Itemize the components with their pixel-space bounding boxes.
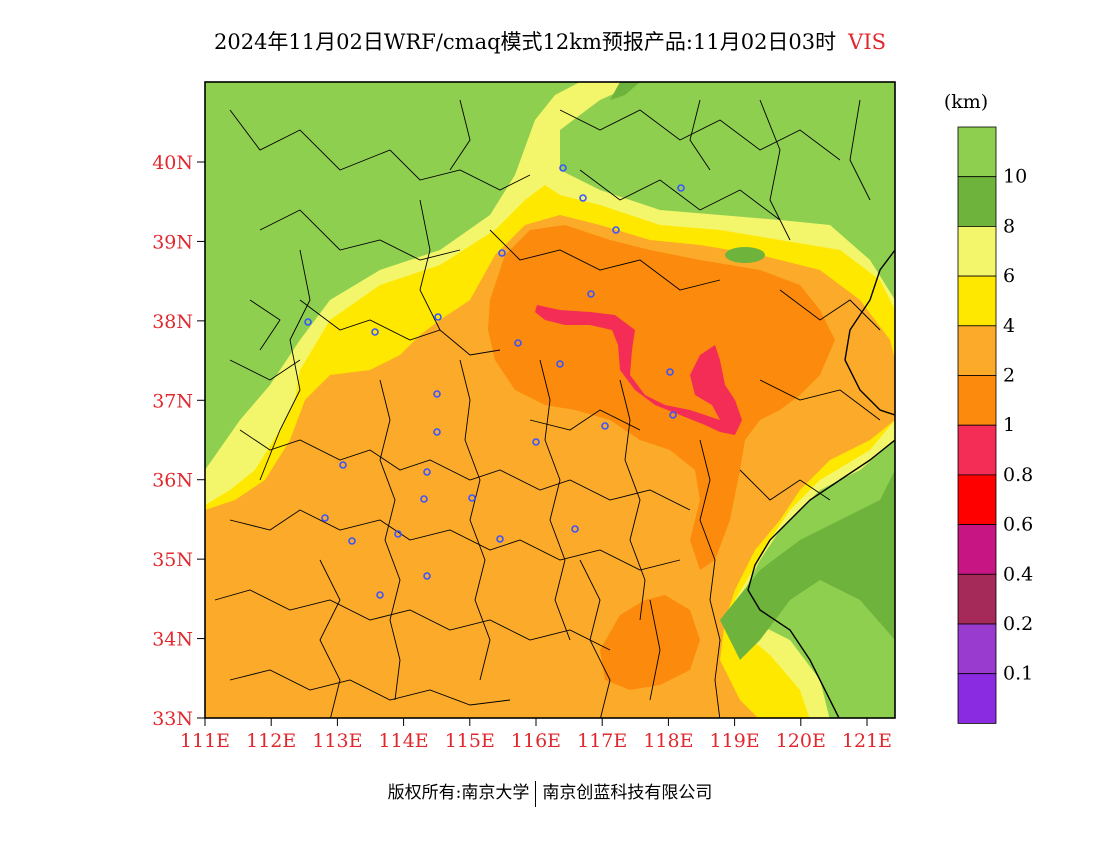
legend-label: 6 xyxy=(1003,265,1015,287)
map-title: 2024年11月02日WRF/cmaq模式12km预报产品:11月02日03时 V… xyxy=(0,26,1100,56)
company-text: 南京创蓝科技有限公司 xyxy=(542,783,713,803)
legend-swatch xyxy=(957,176,997,227)
lon-tick-label: 113E xyxy=(312,730,362,752)
legend-label: 0.8 xyxy=(1003,464,1033,486)
lon-tick-label: 114E xyxy=(379,730,429,752)
lat-tick-label: 40N xyxy=(152,152,193,174)
region-vis-0.8-1 xyxy=(535,305,742,435)
lat-tick-label: 33N xyxy=(152,708,193,730)
legend-colorbar xyxy=(957,126,997,724)
footer: 版权所有:南京大学 南京创蓝科技有限公司 xyxy=(0,778,1100,807)
legend-swatch xyxy=(957,673,997,724)
legend-swatch xyxy=(957,474,997,525)
lon-tick-label: 119E xyxy=(710,730,760,752)
city-markers xyxy=(304,164,685,599)
lon-tick-label: 120E xyxy=(776,730,826,752)
lon-tick-label: 117E xyxy=(577,730,627,752)
lon-tick-label: 115E xyxy=(445,730,495,752)
footer-separator xyxy=(535,780,537,807)
legend-label: 0.1 xyxy=(1003,663,1033,685)
lon-tick-label: 118E xyxy=(643,730,693,752)
legend-swatch xyxy=(957,623,997,675)
legend-swatch xyxy=(957,573,997,625)
legend-label: 0.4 xyxy=(1003,563,1033,585)
legend-swatch xyxy=(957,524,997,575)
lon-tick-label: 116E xyxy=(511,730,561,752)
legend-label: 8 xyxy=(1003,215,1015,237)
lon-tick-label: 112E xyxy=(246,730,296,752)
title-text: 2024年11月02日WRF/cmaq模式12km预报产品:11月02日03时 xyxy=(213,30,837,54)
legend-swatch xyxy=(957,424,997,476)
lat-tick-label: 34N xyxy=(152,629,193,651)
province-county-boundaries xyxy=(214,99,881,718)
legend-swatch xyxy=(957,225,997,277)
legend-swatch xyxy=(957,375,997,426)
latitude-axis: 40N 39N 38N 37N 36N 35N 34N 33N xyxy=(152,152,205,730)
legend-swatch xyxy=(957,325,997,376)
region-vis-8-10-north xyxy=(610,82,640,100)
lat-tick-label: 36N xyxy=(152,470,193,492)
legend-label: 1 xyxy=(1003,414,1015,436)
lon-tick-label: 111E xyxy=(180,730,230,752)
lon-tick-label: 121E xyxy=(842,730,892,752)
legend-swatch xyxy=(957,275,997,327)
legend-label: 2 xyxy=(1003,365,1015,387)
copyright-text: 版权所有:南京大学 xyxy=(387,783,530,803)
legend-label: 10 xyxy=(1003,166,1027,188)
lat-tick-label: 35N xyxy=(152,549,193,571)
visibility-field xyxy=(205,82,895,718)
legend-unit: (km) xyxy=(944,91,988,113)
legend-label: 0.2 xyxy=(1003,613,1033,635)
title-variable: VIS xyxy=(848,30,887,54)
legend-label: 4 xyxy=(1003,315,1015,337)
legend-labels: 10 8 6 4 2 1 0.8 0.6 0.4 0.2 0.1 xyxy=(1003,166,1033,685)
longitude-axis: 111E 112E 113E 114E 115E 116E 117E 118E 119E 120E… xyxy=(180,718,892,752)
lat-tick-label: 37N xyxy=(152,390,193,412)
coastline xyxy=(747,249,895,718)
region-vis-8-10-a xyxy=(725,247,765,263)
lat-tick-label: 38N xyxy=(152,311,193,333)
legend-swatch xyxy=(957,126,997,178)
legend-label: 0.6 xyxy=(1003,514,1033,536)
region-vis-1-2-south xyxy=(600,595,700,690)
lat-tick-label: 39N xyxy=(152,231,193,253)
